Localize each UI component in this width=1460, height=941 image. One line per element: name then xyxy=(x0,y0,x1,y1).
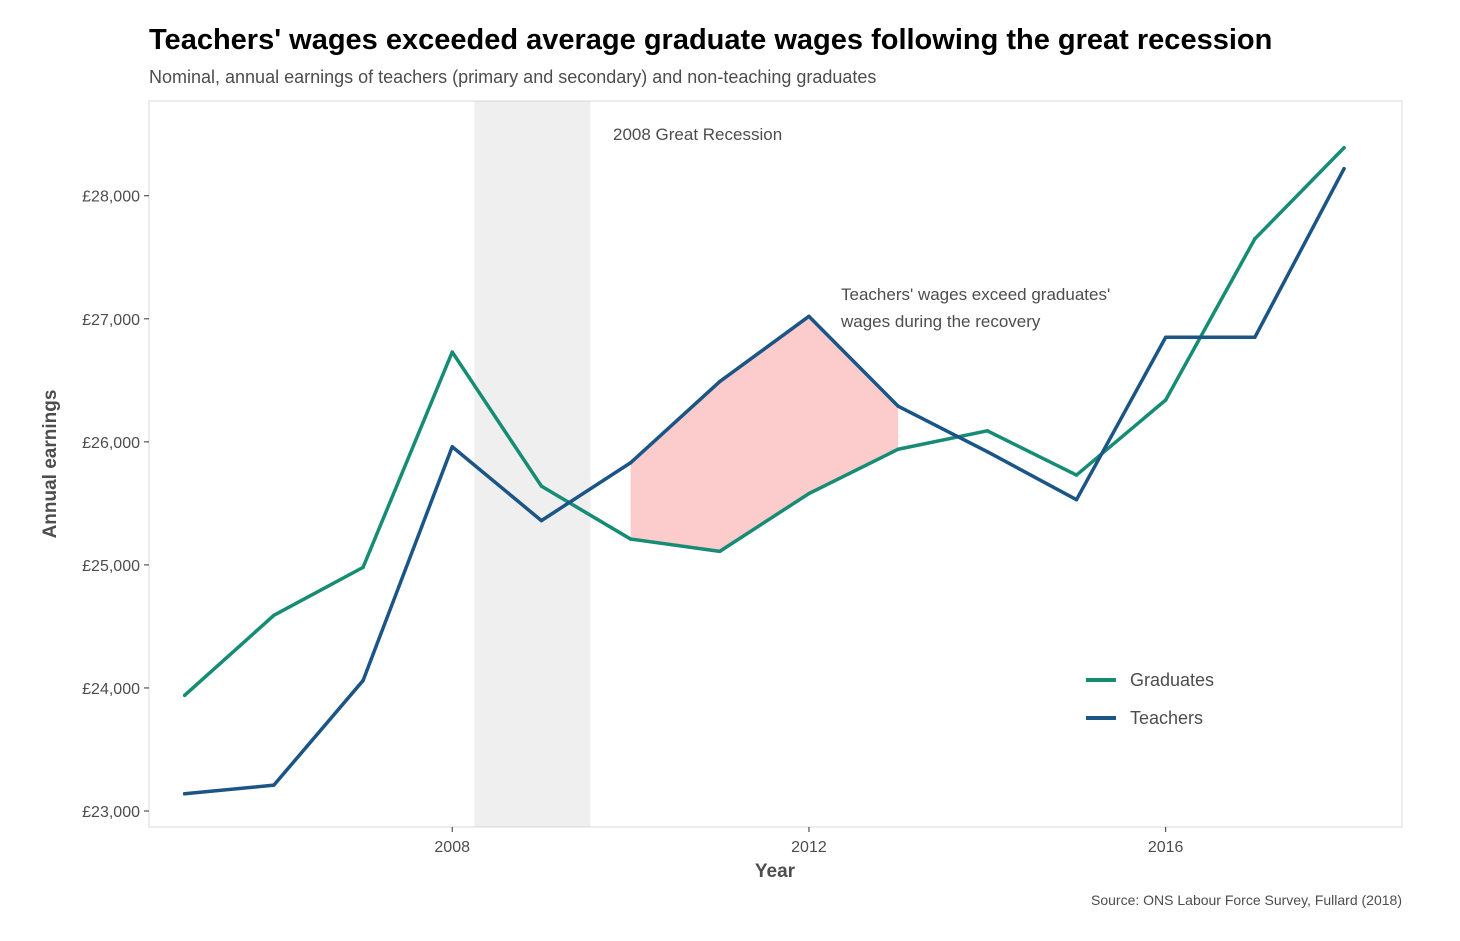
series-line-graduates xyxy=(182,146,1346,698)
data-point-teachers xyxy=(718,379,722,384)
data-point-teachers xyxy=(450,445,454,449)
data-point-graduates xyxy=(361,565,365,570)
annotation-line-2: wages during the recovery xyxy=(840,312,1041,331)
series-line-teachers xyxy=(182,166,1346,796)
legend-label-graduates: Graduates xyxy=(1130,670,1214,690)
data-point-teachers xyxy=(182,792,187,796)
recession-label: 2008 Great Recession xyxy=(613,125,782,144)
x-tick-label: 2016 xyxy=(1148,839,1184,856)
plot-panel xyxy=(148,100,1403,828)
x-axis-title: Year xyxy=(755,861,796,882)
data-point-teachers xyxy=(1163,335,1168,339)
data-point-teachers xyxy=(628,461,633,465)
data-point-teachers xyxy=(1074,497,1079,502)
data-point-graduates xyxy=(985,429,990,433)
y-tick-label: £25,000 xyxy=(82,558,140,575)
data-point-graduates xyxy=(182,693,187,698)
y-axis-title: Annual earnings xyxy=(40,390,61,539)
data-point-teachers xyxy=(896,404,900,408)
data-point-graduates xyxy=(1074,473,1079,477)
y-tick-label: £23,000 xyxy=(82,804,140,821)
x-tick-label: 2008 xyxy=(434,839,470,856)
data-point-teachers xyxy=(985,449,990,454)
data-point-graduates xyxy=(807,491,811,496)
highlight-area xyxy=(630,316,899,552)
x-tick-label: 2012 xyxy=(791,839,827,856)
data-point-graduates xyxy=(1253,237,1257,241)
y-tick-label: £27,000 xyxy=(82,312,140,329)
data-point-graduates xyxy=(1342,146,1346,150)
data-point-teachers xyxy=(361,678,365,683)
data-point-graduates xyxy=(450,350,454,354)
data-point-teachers xyxy=(1342,166,1346,171)
chart-subtitle: Nominal, annual earnings of teachers (pr… xyxy=(149,67,877,87)
data-point-graduates xyxy=(896,447,900,451)
data-point-teachers xyxy=(807,314,811,319)
data-point-teachers xyxy=(539,518,544,523)
data-point-graduates xyxy=(539,484,544,488)
legend-label-teachers: Teachers xyxy=(1130,708,1203,728)
data-point-graduates xyxy=(1163,398,1168,402)
data-point-teachers xyxy=(272,783,276,787)
y-tick-label: £28,000 xyxy=(82,189,140,206)
y-tick-label: £26,000 xyxy=(82,435,140,452)
data-point-graduates xyxy=(718,549,722,554)
data-point-teachers xyxy=(1253,335,1257,339)
annotation-line-1: Teachers' wages exceed graduates' xyxy=(841,285,1110,304)
chart-title: Teachers' wages exceeded average graduat… xyxy=(149,24,1273,56)
data-point-graduates xyxy=(628,537,633,541)
y-tick-label: £24,000 xyxy=(82,681,140,698)
source-note: Source: ONS Labour Force Survey, Fullard… xyxy=(1091,892,1402,908)
recession-band xyxy=(474,101,591,827)
legend: Graduates Teachers xyxy=(1086,670,1214,728)
data-point-graduates xyxy=(272,613,276,618)
